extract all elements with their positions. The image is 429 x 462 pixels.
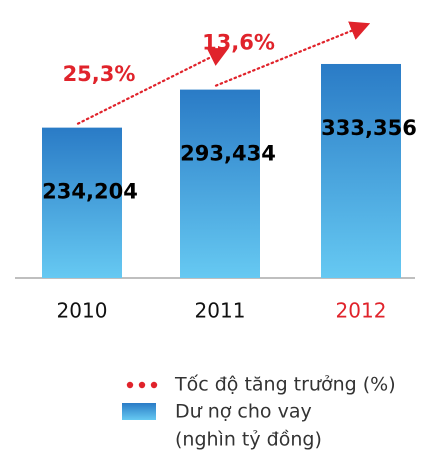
growth-label: 13,6% <box>202 30 275 54</box>
value-label: 293,434 <box>180 142 276 166</box>
legend-label: Dư nợ cho vay <box>175 401 312 423</box>
legend-dot <box>126 381 134 389</box>
x-tick-label: 2012 <box>336 299 387 323</box>
bar <box>321 63 401 278</box>
legend-dot <box>138 381 146 389</box>
growth-arrow <box>76 48 229 125</box>
bar <box>42 127 122 279</box>
bar <box>180 89 260 278</box>
x-tick-label: 2010 <box>57 299 108 323</box>
value-label: 234,204 <box>42 180 138 204</box>
legend-unit: (nghìn tỷ đồng) <box>175 429 322 451</box>
legend-dot <box>150 381 158 389</box>
value-label: 333,356 <box>321 116 417 140</box>
legend-swatch <box>122 403 156 420</box>
growth-label: 25,3% <box>63 62 136 86</box>
legend-label: Tốc độ tăng trưởng (%) <box>174 374 396 396</box>
growth-arrow <box>214 21 371 87</box>
x-tick-label: 2011 <box>195 299 246 323</box>
